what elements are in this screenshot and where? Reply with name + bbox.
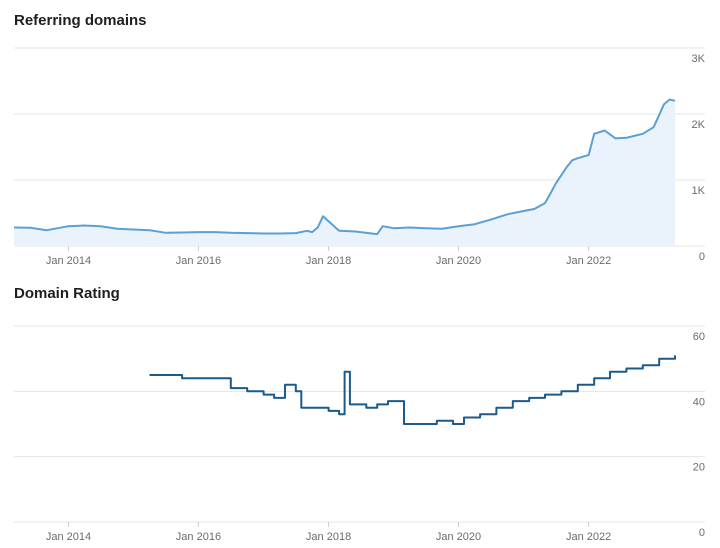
x-tick-label: Jan 2018 [306,255,351,267]
series-line[interactable] [13,98,676,236]
x-tick-label: Jan 2014 [46,531,91,543]
x-tick-label: Jan 2020 [436,255,481,267]
series-line[interactable] [149,355,676,425]
x-tick-label: Jan 2016 [176,255,221,267]
y-tick-label: 1K [692,185,706,197]
series-area [14,99,675,246]
domain-rating-title: Domain Rating [14,285,120,302]
y-tick-label: 60 [693,331,705,343]
y-tick-label: 40 [693,396,705,408]
x-tick-label: Jan 2020 [436,531,481,543]
x-tick-label: Jan 2014 [46,255,91,267]
x-tick-label: Jan 2018 [306,531,351,543]
y-tick-label: 0 [699,527,705,539]
x-tick-label: Jan 2022 [566,255,611,267]
referring-domains-chart[interactable]: 0 1K 2K 3K Jan 2014 Jan 2016 Jan 2018 Jan 2020 J… [0,0,720,275]
referring-domains-title: Referring domains [14,12,147,29]
y-tick-label: 2K [692,119,706,131]
y-tick-label: 20 [693,462,705,474]
x-tick-label: Jan 2022 [566,531,611,543]
y-tick-label: 3K [692,53,706,65]
y-tick-label: 0 [699,251,705,263]
x-tick-label: Jan 2016 [176,531,221,543]
